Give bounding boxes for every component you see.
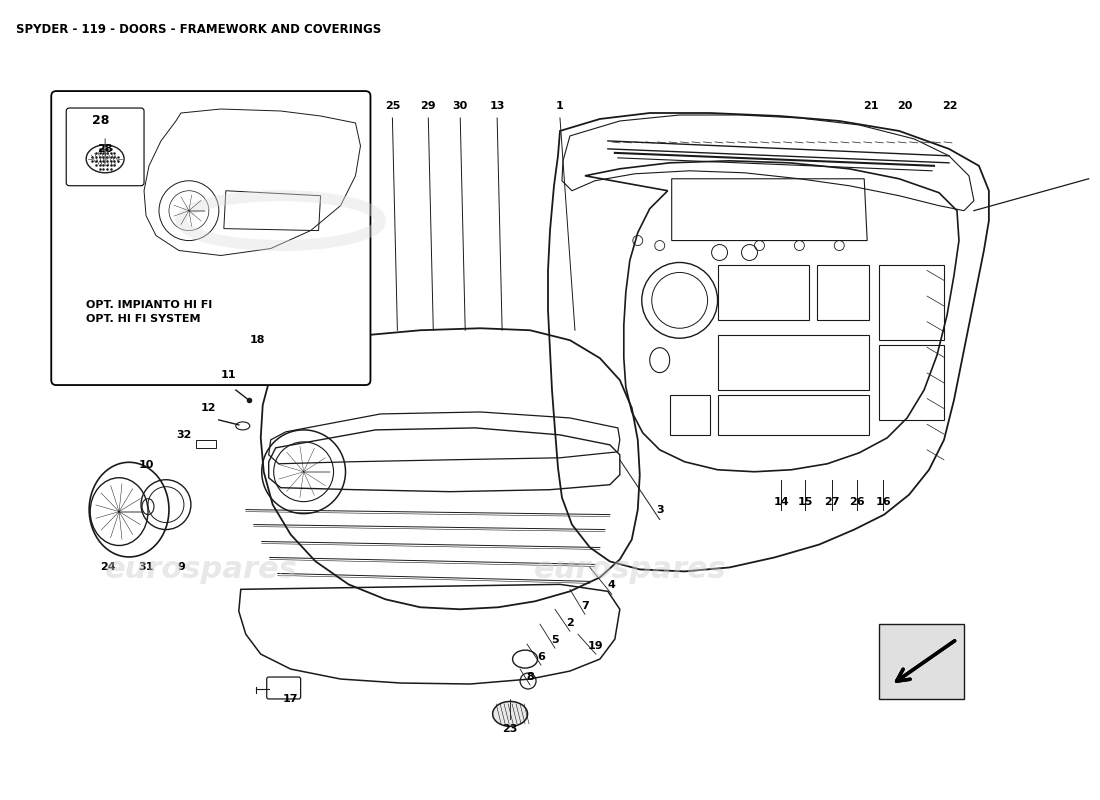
- Text: 11: 11: [221, 370, 236, 380]
- Text: 7: 7: [581, 602, 589, 611]
- Text: OPT. IMPIANTO HI FI: OPT. IMPIANTO HI FI: [86, 300, 212, 310]
- Bar: [196, 440, 216, 448]
- Text: 15: 15: [798, 497, 813, 506]
- Text: 20: 20: [898, 101, 913, 111]
- Text: 30: 30: [452, 101, 468, 111]
- Text: 32: 32: [176, 430, 191, 440]
- Text: 17: 17: [283, 694, 298, 704]
- FancyBboxPatch shape: [52, 91, 371, 385]
- FancyBboxPatch shape: [66, 108, 144, 186]
- Text: 4: 4: [608, 580, 616, 590]
- Text: 23: 23: [503, 724, 518, 734]
- Text: OPT. HI FI SYSTEM: OPT. HI FI SYSTEM: [86, 314, 200, 324]
- Text: 26: 26: [849, 497, 865, 506]
- Text: 9: 9: [177, 562, 185, 573]
- Text: 2: 2: [566, 618, 574, 628]
- Text: 5: 5: [551, 635, 559, 645]
- Text: 6: 6: [537, 652, 544, 662]
- Text: 28: 28: [98, 144, 113, 154]
- Text: 19: 19: [588, 641, 604, 651]
- Text: 13: 13: [490, 101, 505, 111]
- Text: eurospares: eurospares: [534, 555, 726, 584]
- Text: 1: 1: [557, 101, 564, 111]
- Text: 27: 27: [825, 497, 840, 506]
- Text: 25: 25: [385, 101, 400, 111]
- Text: 10: 10: [139, 460, 154, 470]
- Text: eurospares: eurospares: [104, 555, 297, 584]
- Polygon shape: [879, 624, 964, 699]
- Text: 22: 22: [943, 101, 958, 111]
- Text: 12: 12: [201, 403, 217, 413]
- Text: SPYDER - 119 - DOORS - FRAMEWORK AND COVERINGS: SPYDER - 119 - DOORS - FRAMEWORK AND COV…: [16, 23, 382, 36]
- Text: 14: 14: [773, 497, 789, 506]
- Text: 24: 24: [100, 562, 116, 573]
- Text: 29: 29: [420, 101, 436, 111]
- Text: 21: 21: [864, 101, 879, 111]
- Text: 31: 31: [139, 562, 154, 573]
- Text: 3: 3: [656, 505, 663, 514]
- Ellipse shape: [493, 702, 528, 726]
- Text: 28: 28: [92, 114, 110, 127]
- Text: 16: 16: [876, 497, 891, 506]
- Text: 18: 18: [250, 335, 265, 346]
- Text: 8: 8: [526, 672, 534, 682]
